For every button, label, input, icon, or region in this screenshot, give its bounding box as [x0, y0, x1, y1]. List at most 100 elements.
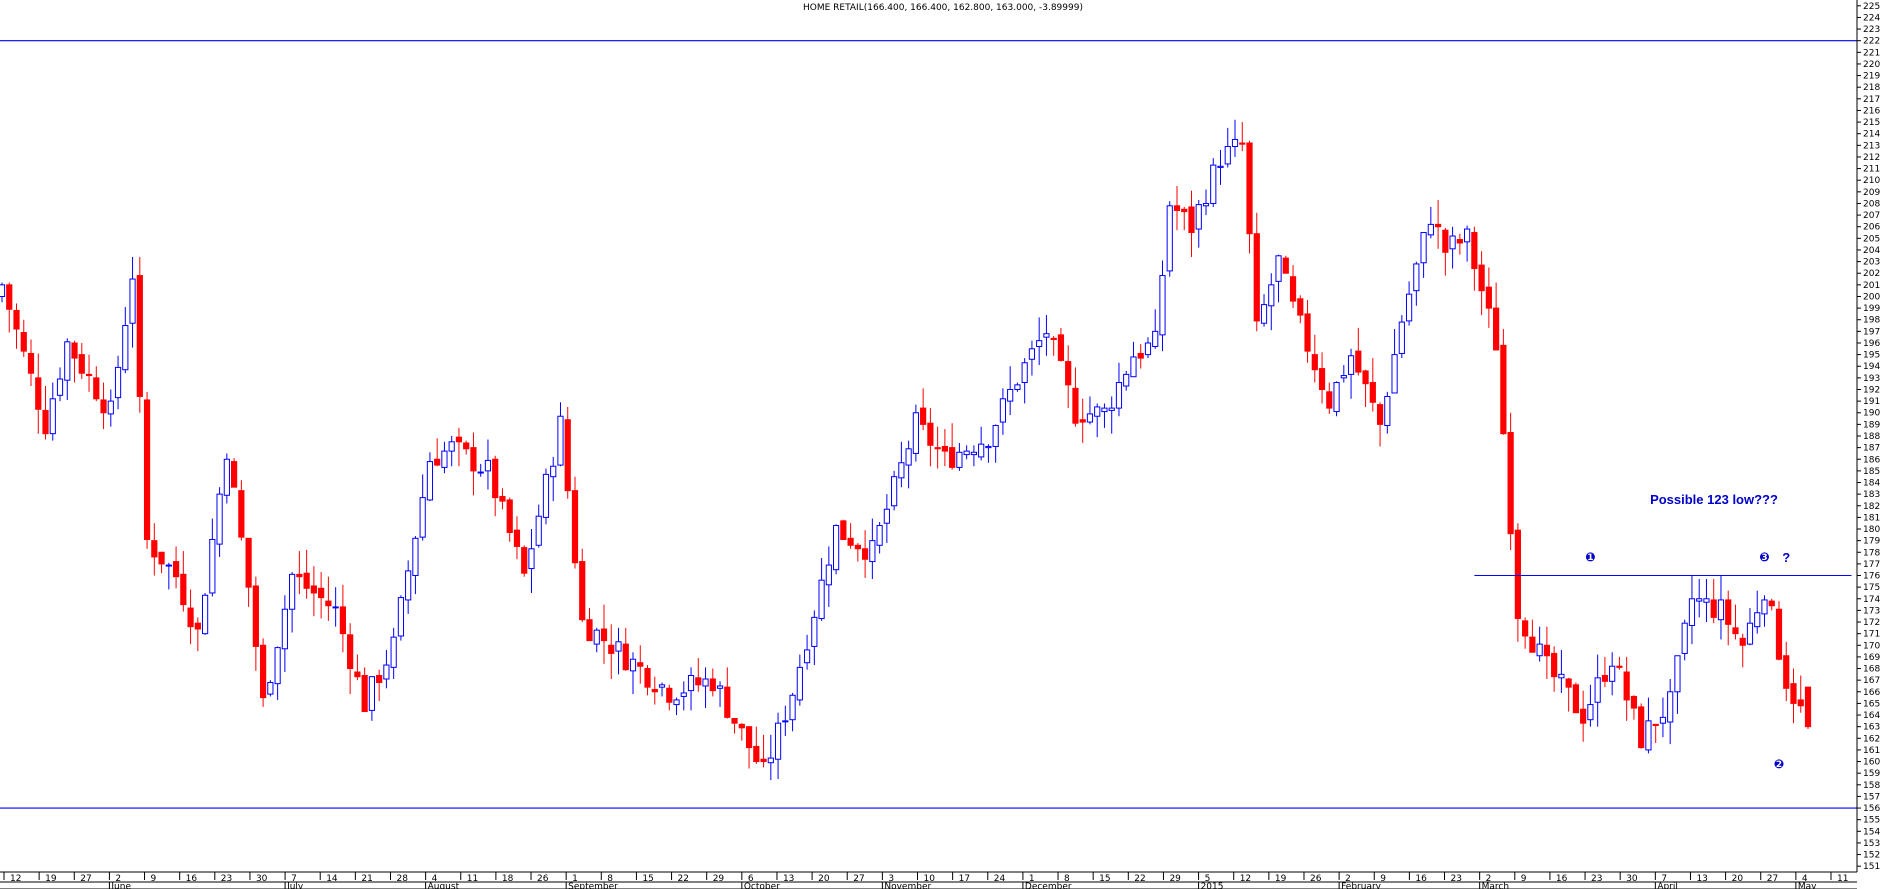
y-tick-label-70: 221 — [1863, 48, 1880, 58]
candle-34 — [245, 537, 252, 607]
x-tick-label-10: 21 — [361, 874, 372, 884]
y-tick-label-34: 185 — [1863, 467, 1880, 477]
candle-100 — [724, 667, 731, 719]
candle-98 — [709, 668, 716, 697]
candle-122 — [883, 494, 890, 543]
y-tick-label-24: 175 — [1863, 583, 1880, 593]
y-tick-label-21: 172 — [1863, 618, 1880, 628]
candle-31 — [223, 453, 230, 504]
candle-128 — [927, 408, 934, 467]
candle-188 — [1362, 369, 1369, 407]
candle-138 — [999, 388, 1007, 435]
candle-29 — [209, 518, 216, 597]
y-tick-label-68: 219 — [1863, 72, 1880, 82]
y-tick-label-9: 160 — [1863, 758, 1880, 768]
y-tick-label-0: 151 — [1863, 862, 1880, 872]
candle-27 — [194, 617, 201, 652]
x-tick-label-1: 19 — [45, 874, 57, 884]
y-tick-label-30: 181 — [1863, 513, 1880, 523]
month-label-9: March — [1482, 882, 1509, 889]
annotation-text: Possible 123 low??? — [1650, 492, 1778, 507]
x-tick-label-26: 10 — [924, 874, 936, 884]
candle-196 — [1420, 232, 1427, 278]
candle-8 — [56, 367, 64, 402]
x-tick-label-48: 13 — [1696, 874, 1707, 884]
candle-39 — [281, 595, 288, 673]
month-label-5: November — [884, 882, 931, 889]
candle-75 — [542, 468, 550, 525]
y-tick-label-38: 189 — [1863, 420, 1880, 430]
candle-177 — [1282, 255, 1289, 274]
y-tick-label-31: 182 — [1863, 502, 1880, 512]
candle-135 — [978, 426, 985, 461]
y-tick-label-50: 201 — [1863, 281, 1880, 291]
marker-3: 3 — [1759, 552, 1769, 563]
candle-54 — [390, 627, 397, 679]
candle-97 — [702, 667, 709, 709]
candle-162 — [1173, 186, 1181, 231]
candle-88 — [637, 645, 644, 684]
x-tick-label-23: 20 — [818, 874, 830, 884]
candle-33 — [238, 480, 245, 541]
candle-71 — [513, 516, 521, 560]
candle-101 — [731, 718, 738, 734]
y-tick-label-25: 176 — [1863, 572, 1880, 582]
y-tick-label-13: 164 — [1863, 711, 1880, 721]
candle-235 — [1703, 579, 1710, 623]
candle-168 — [1217, 149, 1224, 185]
y-tick-label-53: 204 — [1863, 246, 1880, 256]
candle-153 — [1108, 396, 1115, 434]
month-label-0: June — [110, 882, 131, 889]
candle-173 — [1253, 212, 1260, 332]
x-tick-label-32: 22 — [1134, 874, 1145, 884]
y-tick-label-49: 200 — [1863, 292, 1880, 302]
candle-38 — [274, 646, 281, 700]
y-tick-label-46: 197 — [1863, 327, 1880, 337]
candle-94 — [680, 681, 687, 711]
y-tick-label-33: 184 — [1863, 479, 1880, 489]
x-tick-label-15: 26 — [537, 874, 549, 884]
candle-51 — [368, 676, 376, 721]
candle-204 — [1478, 251, 1485, 316]
svg-text:3: 3 — [1761, 553, 1767, 563]
candle-170 — [1231, 119, 1239, 157]
candle-55 — [397, 595, 405, 641]
candle-50 — [361, 667, 368, 713]
candles — [0, 119, 1812, 781]
candle-243 — [1761, 595, 1768, 627]
y-tick-label-4: 155 — [1863, 816, 1880, 826]
x-tick-label-12: 4 — [432, 874, 438, 884]
y-tick-label-69: 220 — [1863, 60, 1880, 70]
month-label-1: July — [286, 882, 304, 889]
x-tick-label-17: 8 — [607, 874, 613, 884]
candle-131 — [949, 423, 956, 470]
candle-218 — [1580, 690, 1587, 742]
candle-201 — [1456, 233, 1463, 255]
candle-144 — [1043, 315, 1050, 356]
y-tick-label-43: 194 — [1863, 362, 1880, 372]
candle-113 — [818, 558, 825, 621]
candle-227 — [1645, 697, 1652, 754]
candle-76 — [550, 456, 557, 502]
candle-77 — [557, 402, 564, 467]
candle-11 — [78, 342, 85, 380]
candle-110 — [796, 654, 803, 706]
candle-136 — [985, 444, 992, 463]
y-tick-label-7: 158 — [1863, 781, 1880, 791]
month-label-3: September — [568, 882, 618, 889]
candle-47 — [339, 584, 346, 653]
y-tick-label-44: 195 — [1863, 351, 1880, 361]
candle-63 — [455, 427, 463, 467]
candle-185 — [1340, 365, 1347, 383]
candle-163 — [1181, 206, 1188, 231]
candle-14 — [100, 382, 107, 430]
candle-152 — [1101, 403, 1108, 428]
candle-146 — [1057, 327, 1065, 362]
horizontal-lines — [0, 40, 1857, 809]
x-tick-label-24: 27 — [853, 874, 864, 884]
candle-208 — [1507, 412, 1514, 550]
y-tick-label-26: 177 — [1863, 560, 1880, 570]
candle-35 — [252, 576, 259, 671]
candle-221 — [1601, 656, 1609, 688]
candle-167 — [1210, 158, 1217, 207]
